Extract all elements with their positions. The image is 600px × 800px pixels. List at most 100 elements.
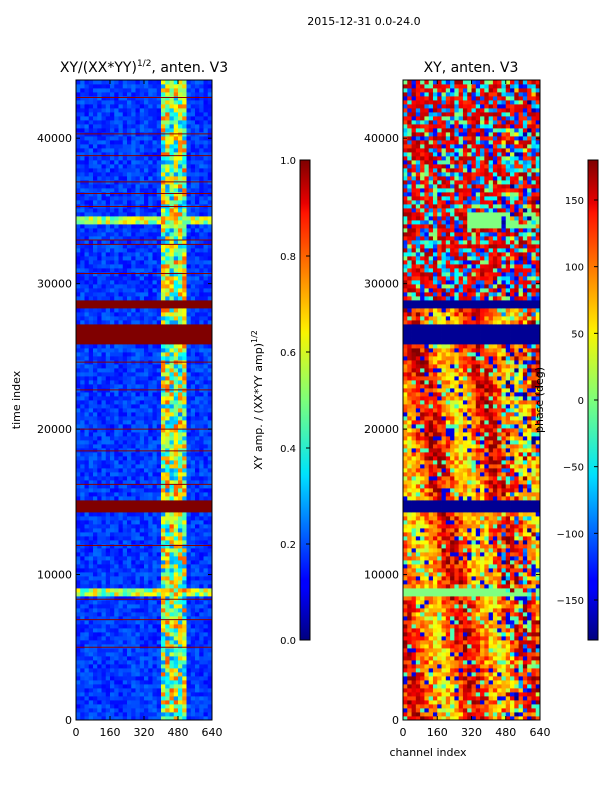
heatmap-cell xyxy=(186,620,192,625)
heatmap-cell xyxy=(122,652,128,657)
heatmap-cell xyxy=(97,544,102,549)
heatmap-cell xyxy=(131,616,136,621)
heatmap-cell xyxy=(131,216,136,221)
heatmap-cell xyxy=(182,536,187,541)
heatmap-cell xyxy=(135,288,141,293)
heatmap-cell xyxy=(118,168,124,173)
heatmap-cell xyxy=(190,420,196,425)
heatmap-cell xyxy=(169,152,175,157)
heatmap-cell xyxy=(186,256,192,261)
heatmap-cell xyxy=(118,488,124,493)
heatmap-cell xyxy=(165,572,170,577)
heatmap-cell xyxy=(122,640,128,645)
heatmap-cell xyxy=(186,340,192,345)
heatmap-cell xyxy=(110,280,115,285)
heatmap-cell xyxy=(152,284,158,289)
heatmap-cell xyxy=(84,632,90,637)
heatmap-cell xyxy=(127,284,132,289)
heatmap-cell xyxy=(182,116,187,121)
heatmap-cell xyxy=(199,352,204,357)
heatmap-cell xyxy=(135,100,141,105)
heatmap-cell xyxy=(207,176,212,181)
heatmap-cell xyxy=(131,184,136,189)
heatmap-cell xyxy=(93,460,98,465)
heatmap-cell xyxy=(156,656,162,661)
heatmap-cell xyxy=(131,96,136,101)
heatmap-cell xyxy=(207,464,212,469)
heatmap-cell xyxy=(178,96,183,101)
heatmap-cell xyxy=(203,136,209,141)
heatmap-cell xyxy=(156,400,162,405)
heatmap-cell xyxy=(161,208,166,213)
heatmap-cell xyxy=(161,280,166,285)
heatmap-cell xyxy=(88,556,94,561)
heatmap-cell xyxy=(203,532,209,537)
heatmap-cell xyxy=(97,208,102,213)
heatmap-cell xyxy=(84,292,90,297)
heatmap-cell xyxy=(110,504,115,509)
heatmap-cell xyxy=(173,556,179,561)
heatmap-cell xyxy=(199,656,204,661)
heatmap-cell xyxy=(135,248,141,253)
heatmap-cell xyxy=(203,160,209,165)
heatmap-cell xyxy=(122,336,128,341)
heatmap-cell xyxy=(80,284,85,289)
heatmap-cell xyxy=(207,300,212,305)
heatmap-cell xyxy=(105,320,111,325)
heatmap-cell xyxy=(118,644,124,649)
heatmap-cell xyxy=(122,488,128,493)
heatmap-cell xyxy=(101,216,107,221)
heatmap-cell xyxy=(88,232,94,237)
heatmap-cell xyxy=(156,348,162,353)
heatmap-cell xyxy=(84,672,90,677)
heatmap-cell xyxy=(165,544,170,549)
heatmap-cell xyxy=(156,584,162,589)
heatmap-cell xyxy=(144,328,149,333)
heatmap-cell xyxy=(118,556,124,561)
heatmap-cell xyxy=(80,544,85,549)
heatmap-cell xyxy=(139,448,145,453)
heatmap-cell xyxy=(169,468,175,473)
heatmap-cell xyxy=(105,544,111,549)
heatmap-cell xyxy=(105,572,111,577)
heatmap-cell xyxy=(203,352,209,357)
heatmap-cell xyxy=(178,252,183,257)
heatmap-cell xyxy=(144,692,149,697)
heatmap-cell xyxy=(190,396,196,401)
heatmap-cell xyxy=(122,252,128,257)
heatmap-cell xyxy=(84,524,90,529)
heatmap-cell xyxy=(203,256,209,261)
heatmap-cell xyxy=(131,672,136,677)
heatmap-cell xyxy=(110,572,115,577)
heatmap-cell xyxy=(203,336,209,341)
heatmap-cell xyxy=(199,512,204,517)
heatmap-cell xyxy=(165,212,170,217)
heatmap-cell xyxy=(148,684,153,689)
heatmap-cell xyxy=(178,640,183,645)
heatmap-cell xyxy=(110,516,115,521)
heatmap-cell xyxy=(190,252,196,257)
heatmap-cell xyxy=(101,164,107,169)
heatmap-cell xyxy=(195,584,200,589)
heatmap-cell xyxy=(173,316,179,321)
heatmap-cell xyxy=(182,408,187,413)
heatmap-cell xyxy=(190,304,196,309)
heatmap-cell xyxy=(88,640,94,645)
heatmap-cell xyxy=(118,416,124,421)
heatmap-cell xyxy=(110,196,115,201)
heatmap-cell xyxy=(178,364,183,369)
heatmap-cell xyxy=(80,444,85,449)
heatmap-cell xyxy=(105,440,111,445)
heatmap-cell xyxy=(131,272,136,277)
heatmap-cell xyxy=(182,476,187,481)
heatmap-cell xyxy=(139,424,145,429)
heatmap-cell xyxy=(165,280,170,285)
heatmap-cell xyxy=(148,676,153,681)
heatmap-cell xyxy=(195,172,200,177)
heatmap-cell xyxy=(199,604,204,609)
heatmap-cell xyxy=(80,508,85,513)
heatmap-cell xyxy=(156,708,162,713)
heatmap-cell xyxy=(152,340,158,345)
heatmap-cell xyxy=(131,436,136,441)
heatmap-cell xyxy=(203,644,209,649)
